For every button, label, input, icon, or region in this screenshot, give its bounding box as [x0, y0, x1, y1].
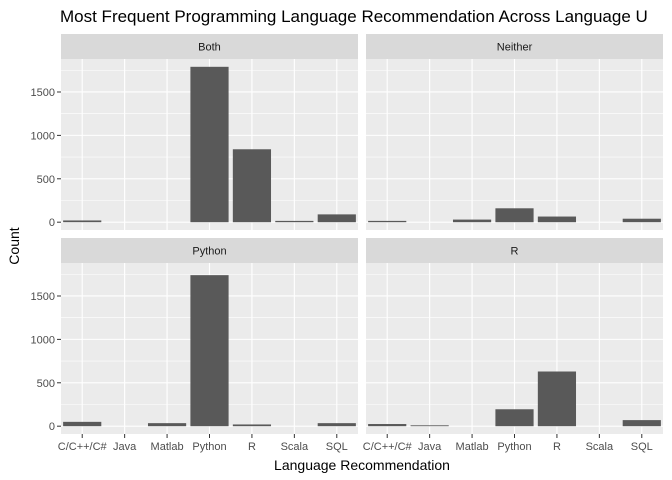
- facet-panel-both: Both 0 500 1000 1500: [31, 34, 358, 230]
- y-tick-label: 0: [49, 217, 55, 229]
- x-axis-title: Language Recommendation: [274, 457, 450, 473]
- bar-sql: [622, 218, 661, 223]
- bar-python: [190, 66, 229, 223]
- facet-strip: [61, 238, 358, 263]
- bar-c-c-c-: [63, 421, 102, 427]
- x-tick-label: SQL: [631, 441, 653, 453]
- y-tick-label: 1000: [31, 334, 55, 346]
- x-tick-label: Java: [418, 441, 442, 453]
- x-tick-label: Java: [113, 441, 137, 453]
- facet-panel-python: Python 0 500 1000 1500 C/C++/C# Java Matlab Pyth…: [31, 238, 358, 453]
- bar-sql: [622, 420, 661, 427]
- y-axis-title: Count: [6, 227, 22, 264]
- bar-python: [190, 275, 229, 427]
- bar-c-c-c-: [63, 220, 102, 223]
- x-tick-label: Scala: [586, 441, 614, 453]
- bar-c-c-c-: [368, 220, 407, 223]
- y-tick-label: 500: [37, 174, 55, 186]
- x-tick-label: R: [553, 441, 561, 453]
- x-tick-label: Matlab: [151, 441, 184, 453]
- bar-scala: [275, 220, 314, 223]
- y-tick-label: 1500: [31, 87, 55, 99]
- facet-strip: [366, 238, 663, 263]
- facet-strip: [61, 34, 358, 59]
- facet-strip-label: Python: [192, 246, 226, 258]
- y-tick-label: 500: [37, 378, 55, 390]
- facet-strip: [366, 34, 663, 59]
- bar-matlab: [147, 423, 187, 427]
- facet-strip-label: Both: [198, 42, 221, 54]
- bar-r: [537, 216, 577, 223]
- x-tick-label: Python: [497, 441, 531, 453]
- facet-panel-neither: Neither: [366, 34, 663, 230]
- bar-matlab: [452, 219, 492, 223]
- bar-c-c-c-: [368, 424, 407, 427]
- facet-panel-r: R C/C++/C# Java Matlab Python R Scala SQL: [363, 238, 663, 453]
- bar-r: [232, 424, 272, 427]
- facet-strip-label: R: [511, 246, 519, 258]
- facet-strip-label: Neither: [497, 42, 533, 54]
- x-tick-label: SQL: [326, 441, 348, 453]
- bar-sql: [317, 214, 356, 223]
- y-tick-label: 1500: [31, 291, 55, 303]
- x-tick-label: R: [248, 441, 256, 453]
- bar-python: [495, 208, 534, 223]
- bar-r: [537, 371, 577, 427]
- x-tick-label: Python: [192, 441, 226, 453]
- bar-r: [232, 149, 272, 223]
- chart-title: Most Frequent Programming Language Recom…: [60, 7, 648, 26]
- y-tick-label: 1000: [31, 130, 55, 142]
- bar-sql: [317, 423, 356, 427]
- x-tick-label: C/C++/C#: [58, 441, 108, 453]
- x-tick-label: C/C++/C#: [363, 441, 413, 453]
- x-tick-label: Matlab: [456, 441, 489, 453]
- bar-java: [410, 425, 449, 427]
- bar-python: [495, 409, 534, 427]
- x-tick-label: Scala: [281, 441, 309, 453]
- y-tick-label: 0: [49, 421, 55, 433]
- facet-panels: Both 0 500 1000 1500 Neither Python 0 500 1000 150…: [31, 34, 663, 453]
